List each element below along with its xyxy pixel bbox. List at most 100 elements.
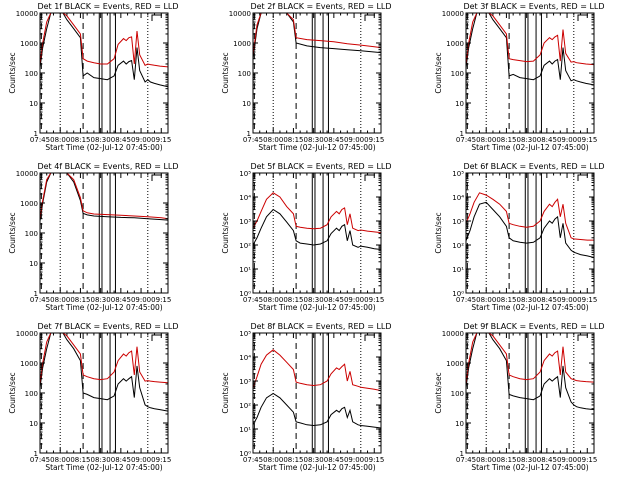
y-tick-label: 100 — [25, 230, 38, 238]
x-tick-label: 09:15 — [364, 296, 384, 304]
x-axis-label: Start Time (02-Jul-12 07:45:00) — [258, 303, 375, 312]
plot-frame — [39, 12, 169, 134]
x-tick-label: 08:15 — [496, 136, 516, 144]
y-tick-label: 10 — [29, 100, 38, 108]
corner-marker — [364, 174, 375, 181]
x-axis-label: Start Time (02-Jul-12 07:45:00) — [258, 463, 375, 472]
x-tick-label: 08:00 — [50, 456, 70, 464]
x-tick-label: 08:30 — [517, 296, 537, 304]
plot-frame — [465, 172, 595, 294]
y-tick-label: 10000 — [442, 10, 464, 18]
y-tick-label: 10⁴ — [239, 354, 251, 362]
y-tick-label: 10¹ — [452, 266, 464, 274]
x-tick-label: 08:15 — [70, 136, 90, 144]
y-tick-label: 1 — [34, 290, 38, 298]
x-tick-label: 08:15 — [283, 296, 303, 304]
series-line-lld — [39, 12, 169, 68]
y-axis-label: Counts/sec — [8, 372, 17, 413]
x-tick-label: 07:45 — [456, 136, 476, 144]
y-tick-label: 1000 — [20, 360, 38, 368]
y-tick-label: 10⁴ — [452, 194, 464, 202]
x-tick-label: 09:00 — [557, 456, 577, 464]
x-tick-label: 08:45 — [324, 456, 344, 464]
y-tick-label: 100 — [238, 70, 251, 78]
x-tick-label: 08:00 — [50, 136, 70, 144]
chart-panel-8f: Det 8f BLACK = Events, RED = LLD 10⁰ 10¹ 10… — [221, 322, 392, 472]
y-tick-label: 10⁰ — [239, 450, 251, 458]
y-tick-label: 10 — [29, 260, 38, 268]
x-axis-label: Start Time (02-Jul-12 07:45:00) — [45, 463, 162, 472]
chart-panel-6f: Det 6f BLACK = Events, RED = LLD 10⁰ 10¹ 10… — [434, 162, 605, 312]
chart-panel-1f: Det 1f BLACK = Events, RED = LLD 1 10 100 10… — [8, 2, 179, 152]
y-tick-label: 10⁰ — [452, 290, 464, 298]
y-tick-label: 10⁵ — [239, 170, 251, 178]
y-tick-label: 10⁰ — [239, 290, 251, 298]
y-tick-label: 10000 — [442, 330, 464, 338]
corner-marker — [577, 174, 588, 181]
y-tick-label: 10 — [455, 100, 464, 108]
x-tick-label: 08:15 — [496, 456, 516, 464]
y-tick-label: 1000 — [20, 200, 38, 208]
y-tick-label: 1 — [247, 130, 251, 138]
chart-title: Det 7f BLACK = Events, RED = LLD — [37, 322, 178, 331]
x-tick-label: 09:15 — [151, 456, 171, 464]
y-tick-label: 1000 — [446, 40, 464, 48]
x-tick-label: 08:45 — [324, 296, 344, 304]
x-tick-label: 08:00 — [263, 296, 283, 304]
y-tick-label: 10⁵ — [239, 330, 251, 338]
series-line-lld — [465, 192, 594, 241]
y-axis-label: Counts/sec — [221, 52, 230, 93]
y-tick-label: 10⁴ — [239, 194, 251, 202]
x-tick-label: 08:15 — [283, 456, 303, 464]
chart-panel-5f: Det 5f BLACK = Events, RED = LLD 10⁰ 10¹ 10… — [221, 162, 392, 312]
y-tick-label: 1 — [34, 450, 38, 458]
y-tick-label: 1 — [460, 450, 464, 458]
x-tick-label: 07:45 — [30, 136, 50, 144]
series-line-events — [465, 201, 595, 258]
plot-frame — [252, 172, 382, 294]
plot-frame — [252, 332, 382, 454]
x-tick-label: 08:30 — [304, 296, 324, 304]
x-tick-label: 08:30 — [91, 296, 111, 304]
x-tick-label: 08:00 — [476, 456, 496, 464]
y-axis-label: Counts/sec — [221, 372, 230, 413]
plot-frame — [465, 332, 595, 454]
chart-title: Det 3f BLACK = Events, RED = LLD — [463, 2, 604, 11]
x-tick-label: 08:30 — [304, 456, 324, 464]
x-axis-label: Start Time (02-Jul-12 07:45:00) — [471, 303, 588, 312]
x-tick-label: 09:15 — [577, 456, 597, 464]
x-tick-label: 07:45 — [243, 136, 263, 144]
x-tick-label: 08:00 — [263, 136, 283, 144]
y-tick-label: 10¹ — [239, 266, 251, 274]
series-line-lld — [252, 349, 382, 392]
y-tick-label: 10⁵ — [452, 170, 464, 178]
series-line-events — [252, 208, 382, 250]
y-tick-label: 1 — [34, 130, 38, 138]
corner-marker — [577, 334, 588, 341]
chart-panel-4f: Det 4f BLACK = Events, RED = LLD 1 10 100 10… — [8, 162, 179, 312]
x-tick-label: 08:15 — [283, 136, 303, 144]
series-line-events — [465, 332, 595, 411]
y-tick-label: 10 — [242, 100, 251, 108]
chart-title: Det 2f BLACK = Events, RED = LLD — [250, 2, 391, 11]
corner-marker — [151, 334, 162, 341]
series-line-events — [252, 12, 382, 59]
y-tick-label: 1 — [460, 130, 464, 138]
chart-panel-7f: Det 7f BLACK = Events, RED = LLD 1 10 100 10… — [8, 322, 179, 472]
x-tick-label: 08:00 — [476, 296, 496, 304]
corner-marker — [151, 174, 162, 181]
plot-frame — [39, 172, 169, 294]
corner-marker — [151, 14, 162, 21]
chart-panel-9f: Det 9f BLACK = Events, RED = LLD 1 10 100 10… — [434, 322, 605, 472]
x-axis-label: Start Time (02-Jul-12 07:45:00) — [471, 463, 588, 472]
y-tick-label: 10³ — [239, 378, 251, 386]
chart-title: Det 4f BLACK = Events, RED = LLD — [37, 162, 178, 171]
y-tick-label: 10³ — [452, 218, 464, 226]
series-line-events — [465, 12, 595, 86]
y-tick-label: 100 — [25, 390, 38, 398]
x-axis-label: Start Time (02-Jul-12 07:45:00) — [45, 303, 162, 312]
series-line-events — [39, 332, 169, 412]
x-tick-label: 08:15 — [496, 296, 516, 304]
